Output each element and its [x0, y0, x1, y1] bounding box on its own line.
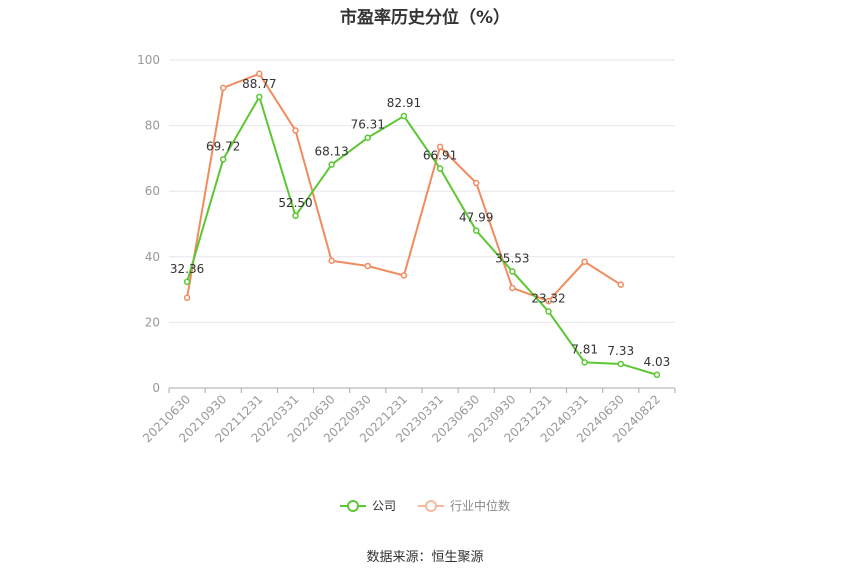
- industry-series-point: [328, 257, 335, 264]
- company-series-line: [186, 95, 658, 376]
- company-data-label: 4.03: [644, 355, 671, 369]
- company-series-point: [545, 308, 552, 315]
- company-data-label: 32.36: [170, 262, 204, 276]
- company-series-point: [436, 165, 444, 172]
- company-series-point: [472, 227, 480, 234]
- industry-series-point: [617, 281, 625, 288]
- industry-series-point: [219, 84, 227, 92]
- industry-series-point: [436, 143, 444, 151]
- industry-series-point: [509, 284, 516, 292]
- legend-company-marker-icon: [339, 499, 366, 512]
- company-series-point: [400, 112, 408, 120]
- company-series-point: [581, 359, 588, 366]
- industry-series-point: [364, 262, 372, 270]
- company-series-point: [328, 161, 335, 168]
- legend-item-company[interactable]: 公司: [339, 497, 396, 514]
- company-series-point: [509, 268, 516, 275]
- company-data-label: 88.77: [242, 77, 276, 91]
- industry-series-point: [256, 70, 263, 78]
- company-data-label: 76.31: [351, 118, 385, 132]
- chart-title: 市盈率历史分位（%）: [339, 8, 511, 28]
- company-data-label: 47.99: [459, 211, 493, 225]
- company-data-label: 7.33: [607, 344, 634, 358]
- industry-series-point: [183, 294, 191, 302]
- company-series-point: [256, 93, 263, 101]
- y-tick-label: 80: [145, 119, 160, 133]
- industry-series-point: [400, 272, 408, 279]
- y-tick-label: 40: [145, 250, 160, 264]
- industry-series-point: [581, 258, 588, 265]
- company-data-label: 23.32: [531, 292, 565, 306]
- chart-legend: 公司 行业中位数: [0, 497, 850, 514]
- company-data-label: 69.72: [206, 139, 240, 153]
- company-data-label: 7.81: [571, 342, 598, 356]
- company-data-label: 82.91: [387, 96, 421, 110]
- legend-label-industry: 行业中位数: [450, 499, 511, 513]
- company-series-point: [292, 212, 299, 220]
- company-series-point: [617, 360, 625, 368]
- company-series-point: [183, 278, 191, 286]
- y-tick-label: 20: [145, 315, 160, 329]
- company-series-point: [653, 371, 661, 379]
- legend-label-company: 公司: [371, 499, 396, 513]
- industry-series-point: [292, 127, 299, 134]
- y-tick-label: 100: [137, 53, 160, 67]
- company-data-label: 52.50: [278, 196, 312, 210]
- company-series-point: [219, 156, 227, 163]
- industry-series-point: [545, 297, 552, 305]
- company-data-label: 66.91: [423, 149, 457, 163]
- legend-item-industry[interactable]: 行业中位数: [418, 497, 510, 514]
- y-tick-label: 60: [145, 184, 160, 198]
- company-series-point: [364, 134, 372, 141]
- industry-series-point: [472, 179, 480, 187]
- company-data-label: 68.13: [314, 145, 348, 159]
- data-source: 数据来源：恒生聚源: [366, 550, 484, 565]
- legend-industry-marker-icon: [418, 499, 444, 512]
- company-data-label: 35.53: [495, 251, 529, 265]
- y-tick-label: 0: [152, 381, 160, 395]
